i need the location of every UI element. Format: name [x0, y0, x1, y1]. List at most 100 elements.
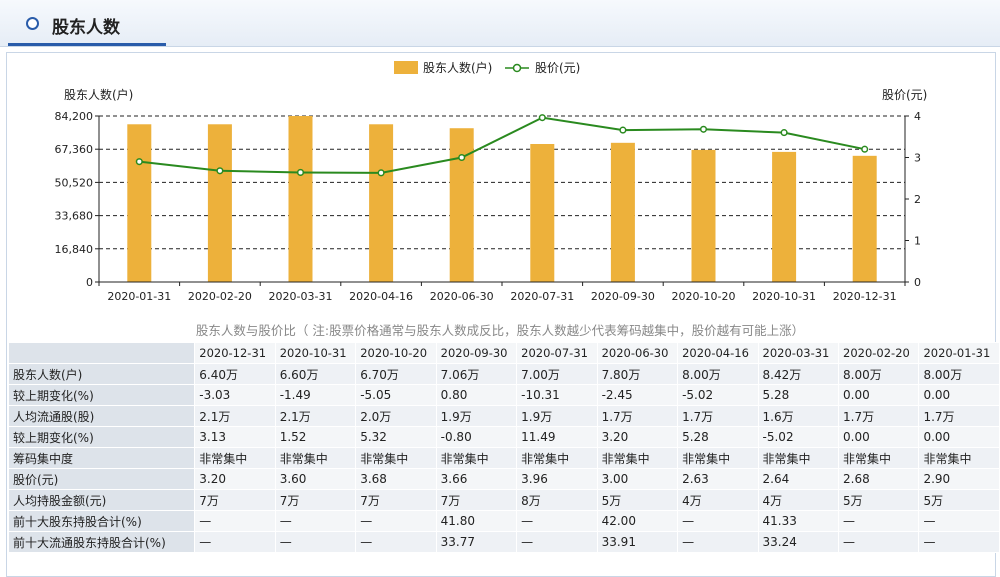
table-row: 人均持股金额(元) 7万 7万 7万 7万 8万 5万 4万 4万 5万 5万	[7, 489, 1000, 511]
header-underline	[8, 43, 166, 46]
table-row: 前十大股东持股合计(%) — — —41.80—42.00—41.33— —	[7, 510, 1000, 532]
table-row: 较上期变化(%) 3.13 1.52 5.32 -0.80 11.49 3.20 5.28 -5…	[7, 426, 1000, 448]
table-cell: -5.02	[677, 384, 759, 406]
table-cell: 1.6万	[757, 405, 840, 427]
table-row-label: 较上期变化(%)	[7, 384, 196, 406]
x-tick-label: 2020-10-20	[672, 290, 736, 303]
table-cell: 8万	[516, 489, 598, 511]
table-cell: 3.66	[435, 468, 518, 490]
table-cell: 11.49	[516, 426, 598, 448]
table-cell: -2.45	[596, 384, 679, 406]
table-cell: 6.70万	[355, 363, 437, 385]
table-cell: 0.00	[918, 384, 1000, 406]
table-row: 筹码集中度 非常集中 非常集中 非常集中 非常集中 非常集中 非常集中 非常集中 非常集中 非常集…	[7, 447, 1000, 469]
table-cell: 非常集中	[757, 447, 840, 469]
table-cell: 0.00	[837, 384, 920, 406]
table-row-label: 人均持股金额(元)	[7, 489, 196, 511]
price-point	[216, 167, 224, 175]
table-cell: 41.33	[757, 510, 840, 532]
table-cell: 2.90	[918, 468, 1000, 490]
table-cell: 7.00万	[516, 363, 598, 385]
table-cell: —	[355, 531, 437, 553]
table-cell: 5.32	[355, 426, 437, 448]
section-title: 股东人数	[52, 18, 120, 38]
table-cell: 33.24	[757, 531, 840, 553]
table-header-cell: 2020-06-30	[596, 342, 679, 364]
price-point	[780, 129, 788, 137]
table-cell: 5.28	[757, 384, 840, 406]
x-tick-label: 2020-03-31	[269, 290, 333, 303]
table-cell: 非常集中	[837, 447, 920, 469]
bar	[530, 143, 555, 282]
table-cell: -10.31	[516, 384, 598, 406]
table-cell: 41.80	[435, 510, 518, 532]
legend-bar-swatch	[394, 61, 418, 74]
table-cell: 3.00	[596, 468, 679, 490]
table-cell: 2.1万	[194, 405, 276, 427]
table-header-cell: 2020-12-31	[194, 342, 276, 364]
x-tick-label: 2020-01-31	[107, 290, 171, 303]
y-tick-label: 33,680	[55, 210, 94, 223]
bar	[852, 155, 877, 282]
chart-note: 股东人数与股价比（ 注:股票价格通常与股东人数成反比，股东人数越少代表筹码越集中…	[195, 323, 805, 338]
table-header-cell: 2020-01-31	[918, 342, 1000, 364]
bar	[772, 151, 797, 282]
y2-tick-label: 0	[914, 276, 921, 289]
table-cell: —	[918, 510, 1000, 532]
table-cell: 非常集中	[516, 447, 598, 469]
x-tick-label: 2020-02-20	[188, 290, 252, 303]
bar	[610, 142, 635, 282]
table-row: 股东人数(户) 6.40万 6.60万 6.70万 7.06万 7.00万 7.80万 8.0…	[7, 363, 1000, 385]
table-cell: 3.68	[355, 468, 437, 490]
table-cell: 7万	[194, 489, 276, 511]
table-cell: 非常集中	[194, 447, 276, 469]
shareholder-chart: 股东人数(户) 股价(元) 股东人数(户) 股价(元) 0 16,840 33,68…	[55, 60, 928, 303]
table-cell: —	[274, 510, 357, 532]
table-cell: —	[837, 510, 920, 532]
table-cell: 5万	[918, 489, 1000, 511]
table-cell: —	[677, 531, 759, 553]
table-cell: —	[918, 531, 1000, 553]
table-cell: 8.42万	[757, 363, 840, 385]
table-cell: 6.40万	[194, 363, 276, 385]
table-cell: —	[516, 531, 598, 553]
x-tick-label: 2020-07-31	[510, 290, 574, 303]
table-cell: 33.91	[596, 531, 679, 553]
legend-bar-label: 股东人数(户)	[423, 60, 492, 75]
price-point	[135, 158, 143, 166]
table-cell: -3.03	[194, 384, 276, 406]
table-row-label: 股价(元)	[7, 468, 196, 490]
price-point	[619, 126, 627, 134]
table-cell: -0.80	[435, 426, 518, 448]
shareholder-table: 2020-12-31 2020-10-31 2020-10-20 2020-09-30…	[7, 342, 1000, 553]
table-cell: 3.20	[596, 426, 679, 448]
table-row: 股价(元) 3.20 3.60 3.68 3.66 3.96 3.00 2.63 2.64 2.6…	[7, 468, 1000, 490]
table-row: 前十大流通股东持股合计(%) — — —33.77—33.91—33.24— —	[7, 531, 1000, 553]
table-row-label: 前十大流通股东持股合计(%)	[7, 531, 196, 553]
table-cell: 非常集中	[355, 447, 437, 469]
table-cell: 1.9万	[435, 405, 518, 427]
table-cell: 8.00万	[918, 363, 1000, 385]
bar	[207, 124, 232, 282]
table-cell: 1.7万	[596, 405, 679, 427]
table-cell: 33.77	[435, 531, 518, 553]
bar	[369, 124, 394, 282]
legend-line-label: 股价(元)	[535, 61, 580, 75]
y-tick-label: 50,520	[55, 176, 94, 189]
table-cell: 7万	[355, 489, 437, 511]
table-cell: 0.00	[837, 426, 920, 448]
y2-tick-label: 2	[914, 193, 921, 206]
bar	[449, 128, 474, 282]
table-cell: 非常集中	[435, 447, 518, 469]
table-cell: —	[274, 531, 357, 553]
table-cell: 非常集中	[596, 447, 679, 469]
table-cell: —	[516, 510, 598, 532]
table-cell: 1.7万	[837, 405, 920, 427]
table-corner-cell	[7, 342, 196, 364]
table-cell: 2.63	[677, 468, 759, 490]
table-cell: 1.52	[274, 426, 357, 448]
table-header-cell: 2020-10-31	[274, 342, 357, 364]
table-cell: —	[194, 510, 276, 532]
table-cell: 5万	[837, 489, 920, 511]
table-cell: 0.00	[918, 426, 1000, 448]
